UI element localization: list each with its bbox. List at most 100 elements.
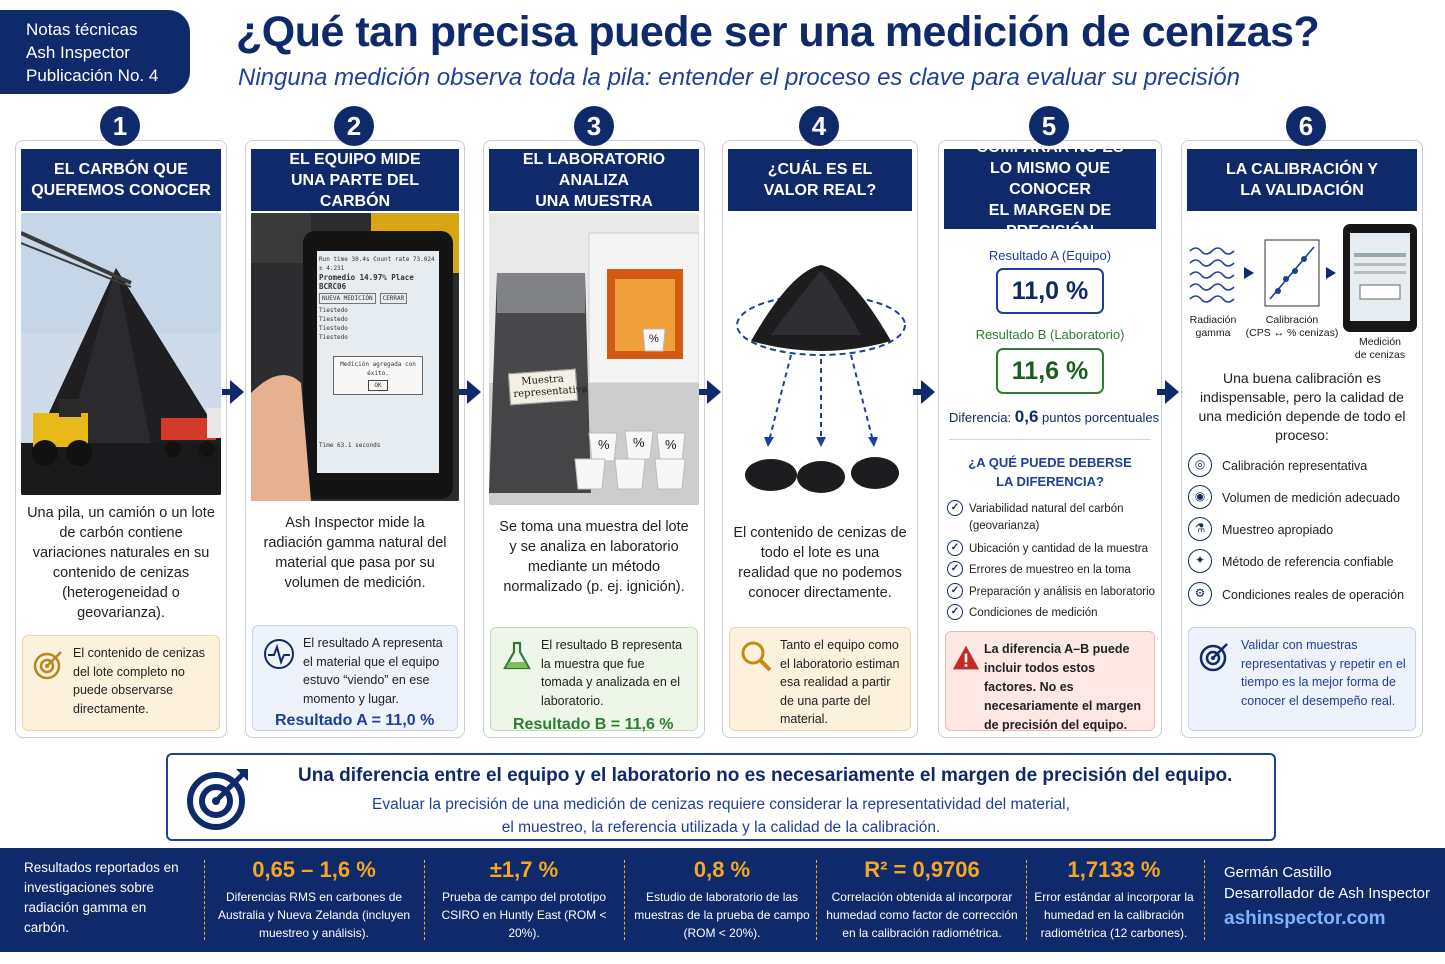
device-screen: Run time 30.4s Count rate 73.024 ± 4.231… [319, 255, 437, 450]
step-number-2: 2 [334, 106, 374, 146]
step-3-note: El resultado B representa la muestra que… [490, 627, 698, 733]
step-1-header-line-1: EL CARBÓN QUE [54, 161, 188, 178]
step-5-header: COMPARAR NO ES LO MISMO QUE CONOCER EL MAR… [944, 139, 1156, 240]
cause-item: Errores de muestreo en la toma [947, 561, 1162, 579]
step-panel-4: ¿CUÁL ES EL VALOR REAL? El contenido de c… [722, 140, 918, 738]
stat-value: R² = 0,9706 [864, 857, 980, 882]
sample-bag-label: Muestra representativa [507, 368, 588, 406]
step-6-text: Una buena calibración es indispensable, … [1198, 370, 1406, 443]
requirement-item: ◎ Calibración representativa [1188, 453, 1368, 477]
step-3-header-line-2: UNA MUESTRA [535, 192, 653, 210]
measurement-label: Medición de cenizas [1342, 336, 1418, 362]
requirement-item-label: Calibración representativa [1222, 459, 1368, 473]
step-2-header: EL EQUIPO MIDE UNA PARTE DEL CARBÓN [251, 149, 459, 211]
measurement-label-line-2: de cenizas [1354, 349, 1406, 361]
result-b: Resultado B = 11,6 % [513, 716, 674, 733]
screen-close-button: CERRAR [379, 293, 408, 304]
arrow-right-icon [459, 380, 481, 404]
screen-table-row: Tiestedo [319, 334, 348, 341]
stat-value: 0,65 – 1,6 % [252, 857, 376, 882]
step-4-text: El contenido de cenizas de todo el lote … [733, 525, 907, 601]
requirement-item-label: Método de referencia confiable [1222, 555, 1394, 569]
cause-item: Variabilidad natural del carbón (geovari… [947, 500, 1162, 535]
screen-row-1: Run time 30.4s Count rate 73.024 ± 4.231 [319, 256, 435, 272]
flow-arrow-icon [1244, 267, 1254, 279]
step-2-note: El resultado A representa el material qu… [252, 625, 458, 731]
step-3-header-line-1: EL LABORATORIO ANALIZA [522, 150, 666, 189]
sampling-icon: ⚗ [1188, 517, 1212, 541]
difference-value: 0,6 [1014, 407, 1039, 426]
gamma-label-line-2: gamma [1195, 327, 1231, 339]
target-icon: ◎ [1188, 453, 1212, 477]
stat-description: Correlación obtenida al incorporar humed… [826, 890, 1018, 940]
step-5-header-line-1: COMPARAR NO ES [976, 138, 1124, 156]
author-block: Germán Castillo Desarrollador de Ash Ins… [1224, 862, 1430, 929]
step-panel-2: EL EQUIPO MIDE UNA PARTE DEL CARBÓN Run t… [245, 140, 465, 738]
step-3-text: Se toma una muestra del lote y se analiz… [499, 519, 689, 595]
step-2-header-line-2: UNA PARTE DEL CARBÓN [291, 171, 419, 210]
stat-description: Diferencias RMS en carbones de Australia… [217, 890, 411, 940]
volume-icon: ◉ [1188, 485, 1212, 509]
arrow-right-icon [699, 380, 721, 404]
arrow-right-icon [222, 380, 244, 404]
flow-arrow-icon [1326, 267, 1336, 279]
step-number-5: 5 [1029, 106, 1069, 146]
website-link[interactable]: ashinspector.com [1224, 908, 1386, 929]
key-message-banner: Una diferencia entre el equipo y el labo… [166, 753, 1276, 841]
requirement-item-label: Volumen de medición adecuado [1222, 491, 1400, 505]
operation-icon: ⚙ [1188, 582, 1212, 606]
step-1-text: Una pila, un camión o un lote de carbón … [27, 505, 215, 621]
banner-body: Evaluar la precisión de una medición de … [168, 793, 1274, 839]
screen-table-row: Tiestedo [319, 325, 348, 332]
stat-description: Estudio de laboratorio de las muestras d… [634, 890, 810, 940]
step-panel-1: EL CARBÓN QUE QUEREMOS CONOCER Una pila, … [15, 140, 227, 738]
reference-icon: ✦ [1188, 549, 1212, 573]
crucible-percent-label: % [633, 435, 645, 450]
requirement-item: ✦ Método de referencia confiable [1188, 549, 1394, 573]
requirement-item: ⚗ Muestreo apropiado [1188, 517, 1333, 541]
author-name: Germán Castillo [1224, 864, 1332, 881]
screen-table-row: Tiestedo [319, 316, 348, 323]
gamma-wave-icon [1189, 247, 1235, 303]
target-icon [1199, 643, 1228, 672]
stats-intro: Resultados reportados en investigaciones… [24, 860, 179, 935]
target-icon [187, 769, 248, 830]
badge-line-3: Publicación No. 4 [26, 66, 159, 85]
flask-icon [503, 641, 531, 670]
difference-unit: puntos porcentuales [1042, 410, 1160, 425]
result-a: Resultado A = 11,0 % [275, 712, 435, 729]
gamma-label: Radiación gamma [1184, 314, 1242, 340]
step-panel-6: LA CALIBRACIÓN Y LA VALIDACIÓN Radiación g… [1181, 140, 1423, 738]
stat-item: ±1,7 % Prueba de campo del prototipo CSI… [434, 856, 614, 942]
requirement-item: ⚙ Condiciones reales de operación [1188, 582, 1404, 606]
lab-sample-photo: Muestra representativa % % % % [489, 213, 699, 505]
crucible-percent-label: % [598, 437, 610, 452]
difference-line: Diferencia: 0,6 puntos porcentuales [949, 407, 1159, 427]
badge-line-2: Ash Inspector [26, 43, 130, 62]
research-stats-bar: Resultados reportados en investigaciones… [0, 848, 1445, 952]
stat-item: R² = 0,9706 Correlación obtenida al inco… [824, 856, 1020, 942]
pulse-icon [264, 639, 294, 669]
page-subtitle: Ninguna medición observa toda la pila: e… [238, 64, 1240, 91]
screen-footer: Time 63.1 seconds [319, 442, 381, 449]
step-6-header: LA CALIBRACIÓN Y LA VALIDACIÓN [1187, 149, 1417, 211]
step-3-header: EL LABORATORIO ANALIZA UNA MUESTRA [489, 149, 699, 211]
calibration-chart-icon [1264, 239, 1320, 307]
step-4-header-line-1: ¿CUÁL ES EL [767, 161, 873, 178]
result-a-value: 11,0 % [996, 268, 1104, 314]
device-icon [1343, 224, 1417, 332]
coal-lot-diagram [736, 265, 906, 493]
banner-body-line-2: el muestreo, la referencia utilizada y l… [501, 819, 941, 836]
stat-value: 0,8 % [693, 857, 751, 882]
calibration-label-line-2: (CPS ↔ % cenizas) [1245, 327, 1339, 339]
screen-row-2: Promedio 14.97% Place BCRC06 [319, 273, 414, 291]
step-4-note-text: Tanto el equipo como el laboratorio esti… [780, 638, 900, 726]
banner-body-line-1: Evaluar la precisión de una medición de … [372, 796, 1070, 813]
stat-item: 1,7133 % Error estándar al incorporar la… [1034, 856, 1194, 942]
badge-line-1: Notas técnicas [26, 20, 138, 39]
step-6-header-line-1: LA CALIBRACIÓN Y [1226, 161, 1378, 178]
step-6-note: Validar con muestras representativas y r… [1188, 627, 1416, 731]
banner-headline: Una diferencia entre el equipo y el labo… [298, 765, 1233, 786]
stat-item: 0,8 % Estudio de laboratorio de las mues… [634, 856, 810, 942]
cause-item: Ubicación y cantidad de la muestra [947, 540, 1162, 558]
